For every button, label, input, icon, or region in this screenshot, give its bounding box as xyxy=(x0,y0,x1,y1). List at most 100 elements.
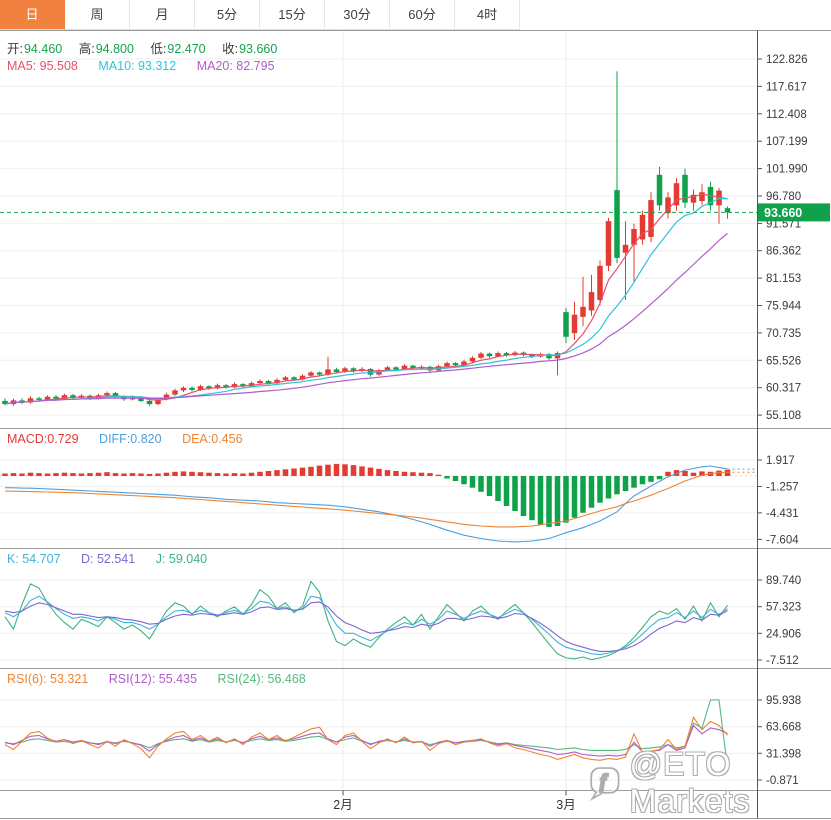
dea-line xyxy=(4,471,728,528)
macd-bar xyxy=(427,473,433,476)
macd-bar xyxy=(299,467,306,476)
candle-body xyxy=(155,399,161,405)
candle-body xyxy=(690,194,697,203)
macd-bar xyxy=(53,473,59,476)
candle-body xyxy=(699,192,705,202)
candle-body xyxy=(682,174,688,203)
axis-label: 107.199 xyxy=(766,136,808,148)
tab-day[interactable]: 日 xyxy=(0,0,65,30)
candle-body xyxy=(529,354,535,357)
macd-bar xyxy=(452,476,459,481)
macd-bar xyxy=(410,472,416,476)
candle-body xyxy=(19,400,25,403)
candle-body xyxy=(571,314,578,334)
ma10-value: MA10: 93.312 xyxy=(98,59,177,73)
x-axis-label: 3月 xyxy=(556,798,575,812)
macd-bar xyxy=(716,470,722,476)
macd-bar xyxy=(461,476,467,485)
macd-bar xyxy=(138,473,144,476)
candle-body xyxy=(588,292,595,311)
tab-week[interactable]: 周 xyxy=(65,0,130,30)
axis-label: 101.990 xyxy=(766,164,808,176)
candle-body xyxy=(597,265,603,300)
tab-15min[interactable]: 15分 xyxy=(260,0,325,30)
candle-body xyxy=(180,387,187,391)
candle-body xyxy=(138,397,144,401)
tab-60min[interactable]: 60分 xyxy=(390,0,455,30)
macd-bar xyxy=(163,472,170,476)
candle-body xyxy=(325,369,331,375)
candle-body xyxy=(580,306,586,317)
macd-bar xyxy=(563,476,569,523)
period-tab-bar: 日周月 5分 15分 30分 60分 4时 xyxy=(0,0,520,30)
candle-body xyxy=(444,363,450,367)
macd-bar xyxy=(129,473,136,476)
axis-label: 63.668 xyxy=(766,722,801,734)
macd-bar xyxy=(580,476,586,513)
candle-body xyxy=(2,400,8,405)
d-value: D: 52.541 xyxy=(81,552,136,566)
macd-bar xyxy=(631,476,637,488)
macd-bar xyxy=(639,476,646,485)
macd-bar xyxy=(359,466,365,476)
candle-body xyxy=(172,390,178,395)
candle-body xyxy=(214,385,221,389)
rsi-legend: RSI(6): 53.321 RSI(12): 55.435 RSI(24): … xyxy=(7,672,323,686)
candle-body xyxy=(656,174,663,206)
macd-bar xyxy=(614,476,620,495)
macd-bar xyxy=(486,476,493,496)
tab-5min[interactable]: 5分 xyxy=(195,0,260,30)
candle-body xyxy=(622,244,629,253)
axis-label: 70.735 xyxy=(766,328,801,340)
candle-body xyxy=(112,393,119,397)
tab-4hour[interactable]: 4时 xyxy=(455,0,520,30)
macd-bar xyxy=(393,471,399,476)
svg-text:f: f xyxy=(600,771,608,792)
high-label: 高: xyxy=(78,42,95,56)
tab-30min[interactable]: 30分 xyxy=(325,0,390,30)
rsi12-value: RSI(12): 55.435 xyxy=(108,672,198,686)
candle-body xyxy=(282,377,289,380)
candle-body xyxy=(495,353,501,357)
macd-bar xyxy=(325,464,331,476)
macd-bar xyxy=(495,476,501,501)
ma-legend: MA5: 95.508 MA10: 93.312 MA20: 82.795 xyxy=(7,59,292,73)
axis-label: 60.317 xyxy=(766,383,801,395)
rsi24-value: RSI(24): 56.468 xyxy=(217,672,306,686)
axis-label: -0.871 xyxy=(766,775,799,787)
macd-bar xyxy=(189,471,195,476)
candle-body xyxy=(163,394,170,400)
macd-bar xyxy=(248,472,255,476)
axis-label: 1.917 xyxy=(766,455,795,467)
rsi6-line xyxy=(4,716,728,761)
close-label: 收: xyxy=(222,42,239,56)
candle-body xyxy=(274,379,280,384)
macd-bar xyxy=(503,476,510,506)
axis-label: -7.512 xyxy=(766,655,799,667)
macd-bar xyxy=(282,469,289,476)
j-line xyxy=(4,580,728,661)
open-value: 94.460 xyxy=(23,42,63,56)
macd-bar xyxy=(87,473,93,476)
macd-bar xyxy=(223,473,229,476)
axis-label: -7.604 xyxy=(766,534,799,546)
macd-bar xyxy=(78,473,85,476)
candle-body xyxy=(189,387,195,390)
candle-body xyxy=(546,354,552,359)
candle-body xyxy=(410,365,416,369)
macd-bar xyxy=(529,476,535,521)
macd-bar xyxy=(588,476,595,508)
tab-month[interactable]: 月 xyxy=(130,0,195,30)
macd-bar xyxy=(699,471,705,476)
candle-body xyxy=(665,197,671,214)
macd-bar xyxy=(121,473,127,476)
ma20-value: MA20: 82.795 xyxy=(196,59,275,73)
macd-bar xyxy=(690,472,697,476)
candle-body xyxy=(452,363,459,366)
macd-bar xyxy=(197,472,204,476)
macd-bar xyxy=(384,470,391,476)
candle-body xyxy=(673,183,680,206)
last-price-tag-value: 93.660 xyxy=(764,206,802,220)
macd-bar xyxy=(112,473,119,476)
